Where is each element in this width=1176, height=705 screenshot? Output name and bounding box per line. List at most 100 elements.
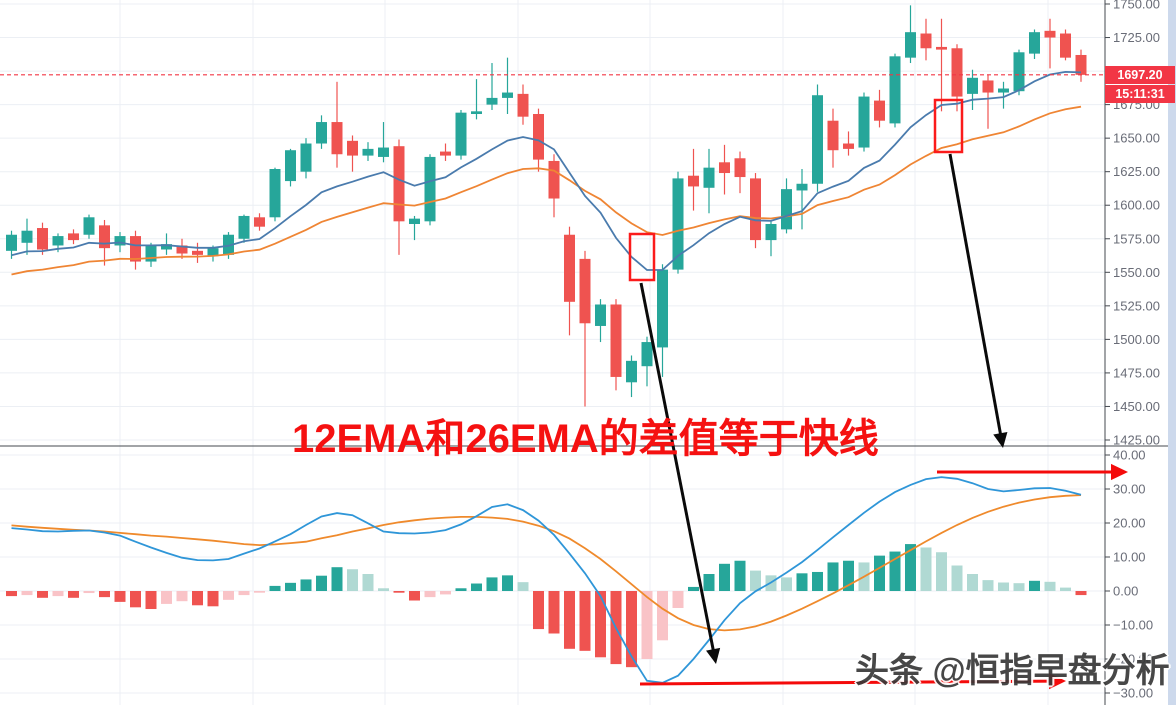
candle-body: [734, 158, 746, 178]
candle-body: [905, 32, 916, 58]
candle-body: [6, 234, 17, 251]
macd-histogram-bar: [595, 591, 606, 658]
macd-axis-label: 30.00: [1113, 482, 1146, 497]
macd-histogram-bar: [99, 591, 110, 598]
candle-body: [672, 178, 684, 270]
macd-histogram-bar: [951, 565, 963, 591]
candle-body: [1075, 54, 1087, 75]
macd-histogram-bar: [300, 579, 312, 591]
macd-histogram-bar: [1029, 580, 1040, 591]
macd-axis-label: 40.00: [1113, 448, 1146, 463]
candle-body: [796, 183, 808, 191]
macd-histogram-bar: [192, 591, 203, 606]
arrow-head: [993, 431, 1008, 448]
candle-body: [114, 236, 126, 246]
candle-body: [130, 236, 141, 262]
candle-body: [951, 48, 963, 97]
candle-body: [285, 150, 296, 182]
candle-body: [424, 156, 436, 222]
macd-histogram-bar: [517, 582, 529, 591]
macd-histogram-bar: [347, 569, 358, 591]
macd-histogram-bar: [486, 577, 498, 591]
macd-histogram-bar: [564, 591, 575, 649]
macd-histogram-bar: [285, 582, 296, 591]
candle-body: [83, 217, 95, 235]
candle-body: [719, 162, 730, 174]
arrow-line: [639, 679, 1055, 686]
price-axis-label: 1450.00: [1113, 399, 1160, 414]
candle-body: [827, 120, 839, 151]
candle-body: [595, 304, 606, 326]
macd-histogram-bar: [130, 591, 141, 608]
candle-body: [982, 80, 994, 93]
candle-body: [765, 224, 777, 241]
candles-layer: [6, 5, 1087, 407]
macd-histogram-bar: [424, 591, 436, 598]
candle-body: [502, 92, 513, 98]
candle-body: [486, 97, 498, 105]
candle-body: [688, 175, 699, 187]
macd-histogram-bar: [37, 591, 48, 598]
macd-histogram-bar: [703, 574, 715, 591]
macd-histogram-bar: [936, 552, 947, 591]
macd-histogram-bar: [796, 573, 808, 591]
macd-lines-layer: [11, 476, 1082, 684]
macd-histogram-bar: [672, 591, 684, 608]
macd-histogram-bar: [982, 580, 994, 591]
candle-body: [37, 228, 48, 250]
candle-body: [238, 215, 250, 239]
macd-histogram-bar: [238, 591, 250, 596]
candle-body: [192, 250, 203, 255]
macd-axis-label: −20.00: [1113, 652, 1153, 667]
candle-body: [781, 189, 792, 230]
macd-axis-label: 20.00: [1113, 516, 1146, 531]
macd-histogram-bar: [843, 560, 854, 591]
macd-histogram-bar: [52, 591, 64, 597]
macd-histogram-bar: [207, 591, 219, 607]
candle-body: [858, 96, 870, 148]
candle-body: [548, 160, 560, 199]
candle-body: [1060, 33, 1071, 58]
macd-histogram-bar: [409, 591, 420, 601]
macd-histogram-bar: [548, 591, 560, 634]
candle-body: [378, 147, 389, 157]
candle-body: [1013, 52, 1025, 92]
macd-histogram-bar: [331, 567, 343, 591]
macd-axis-label: 0.00: [1113, 584, 1138, 599]
macd-histogram-bar: [626, 591, 637, 668]
candle-body: [161, 244, 172, 250]
candle-body: [393, 146, 405, 222]
macd-histogram-bar: [161, 591, 172, 604]
candle-body: [626, 360, 637, 383]
candle-body: [1029, 32, 1040, 54]
candle-body: [812, 95, 823, 184]
macd-histogram-bar: [378, 588, 389, 591]
watermark: 头条 @恒指早盘分析: [855, 652, 1170, 690]
candle-body: [300, 143, 312, 172]
macd-histogram-bar: [145, 591, 157, 610]
candle-body: [254, 217, 265, 227]
candle-body: [440, 151, 451, 156]
candle-body: [269, 169, 281, 218]
candle-body: [21, 230, 33, 243]
macd-histogram-bar: [920, 547, 932, 591]
last-price-badge: 1697.20: [1105, 66, 1175, 84]
macd-histogram-bar: [6, 591, 17, 597]
macd-histogram-bar: [967, 574, 978, 591]
price-axis-label: 1575.00: [1113, 231, 1160, 246]
macd-histogram-bar: [21, 591, 33, 596]
macd-histogram-bar: [1075, 591, 1087, 596]
macd-histogram-bar: [688, 586, 699, 591]
macd-histogram-bar: [316, 575, 327, 591]
macd-histogram-bar: [734, 560, 746, 591]
price-axis-label: 1425.00: [1113, 432, 1160, 447]
macd-histogram-bar: [440, 591, 451, 595]
macd-histogram-bar: [889, 551, 901, 591]
candle-body: [967, 77, 978, 94]
scrollbar-strip[interactable]: [1168, 0, 1176, 705]
macd-histogram-bar: [641, 591, 653, 659]
macd-fast-line: [11, 476, 1082, 684]
macd-axis-label: 10.00: [1113, 550, 1146, 565]
